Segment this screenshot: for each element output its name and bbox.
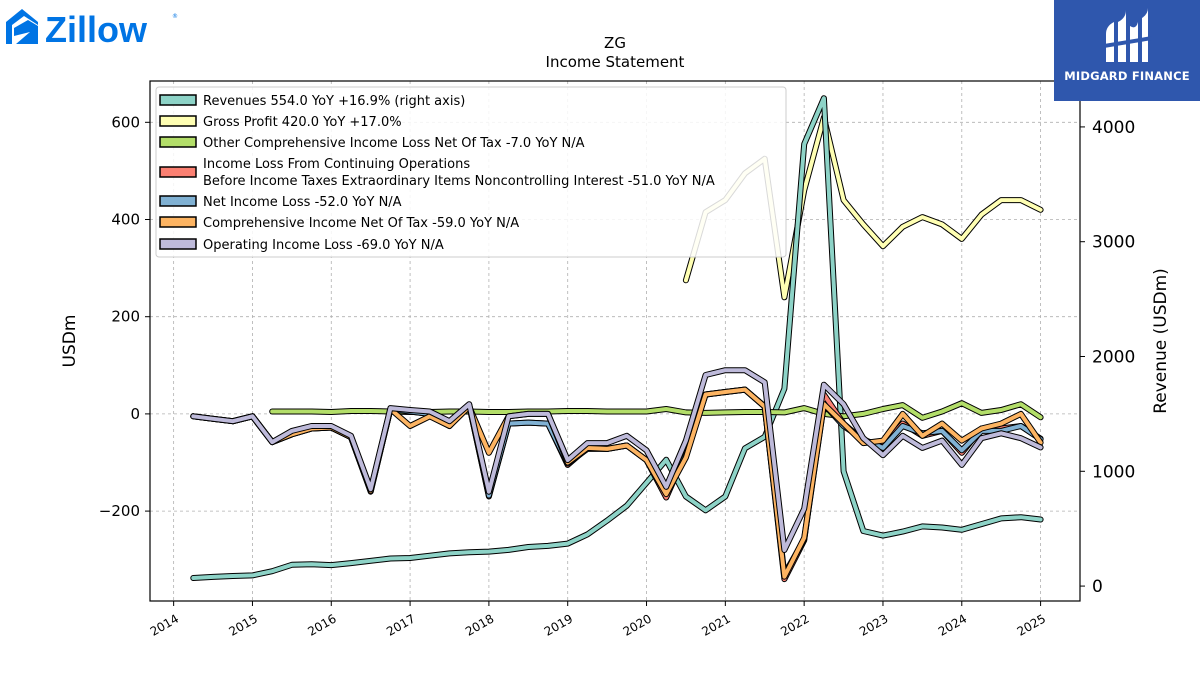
x-tick-label: 2016 [305, 611, 338, 638]
svg-text:®: ® [172, 13, 178, 20]
y-tick-label-left: 600 [111, 113, 140, 131]
y-axis-label-right: Revenue (USDm) [1151, 268, 1171, 414]
x-tick-label: 2019 [542, 611, 575, 638]
x-tick-label: 2020 [621, 611, 654, 638]
legend-swatch [159, 166, 197, 178]
x-tick-label: 2025 [1015, 611, 1048, 638]
y-tick-label-right: 1000 [1092, 462, 1135, 482]
midgard-finance-logo: MIDGARD FINANCE [1054, 0, 1200, 101]
x-tick-label: 2015 [227, 611, 260, 638]
legend-label: Comprehensive Income Net Of Tax -59.0 Yo… [203, 216, 519, 231]
plot-border [149, 80, 1081, 602]
y-tick-label-right: 2000 [1092, 347, 1135, 367]
y-tick-label-left: 200 [111, 308, 140, 326]
zillow-logo: Zillow ® [4, 4, 184, 50]
midgard-emblem-icon [1104, 8, 1152, 62]
series-line [191, 368, 1043, 552]
legend-swatch [159, 238, 197, 250]
y-tick-label-right: 3000 [1092, 233, 1135, 253]
legend-label: Operating Income Loss -69.0 YoY N/A [203, 238, 444, 253]
chart-subtitle: Income Statement [546, 53, 685, 71]
y-tick-label-left: −200 [99, 502, 140, 520]
series-lines [190, 95, 1044, 583]
legend-label: Revenues 554.0 YoY +16.9% (right axis) [203, 94, 465, 109]
y-tick-label-left: 400 [111, 211, 140, 229]
x-tick-label: 2023 [857, 611, 890, 638]
y-tick-label-left: 0 [130, 405, 140, 423]
y-tick-label-right: 4000 [1092, 118, 1135, 138]
legend-swatch [159, 94, 197, 106]
y-axis-label-left: USDm [60, 315, 80, 368]
legend-swatch [159, 216, 197, 228]
x-tick-label: 2021 [699, 611, 732, 638]
x-tick-label: 2022 [778, 611, 811, 638]
x-tick-label: 2024 [936, 611, 969, 638]
midgard-logo-text: MIDGARD FINANCE [1064, 69, 1190, 83]
legend-swatch [159, 136, 197, 148]
series-line [191, 96, 1043, 580]
zillow-house-icon: Zillow ® [6, 9, 178, 50]
x-tick-label: 2018 [463, 611, 496, 638]
x-tick-label: 2014 [148, 611, 181, 638]
legend-swatch [159, 195, 197, 207]
legend: Revenues 554.0 YoY +16.9% (right axis) Gr… [155, 86, 787, 258]
legend-label: Before Income Taxes Extraordinary Items … [203, 174, 715, 189]
legend-box [155, 86, 787, 258]
legend-label: Net Income Loss -52.0 YoY N/A [203, 195, 402, 210]
legend-label: Income Loss From Continuing Operations [203, 157, 470, 172]
legend-label: Other Comprehensive Income Loss Net Of T… [203, 136, 585, 151]
legend-label: Gross Profit 420.0 YoY +17.0% [203, 115, 402, 130]
zillow-logo-text: Zillow [45, 9, 148, 48]
x-tick-label: 2017 [384, 611, 417, 638]
y-tick-label-right: 0 [1092, 577, 1103, 597]
chart-title: ZG [604, 34, 626, 52]
legend-swatch [159, 115, 197, 127]
